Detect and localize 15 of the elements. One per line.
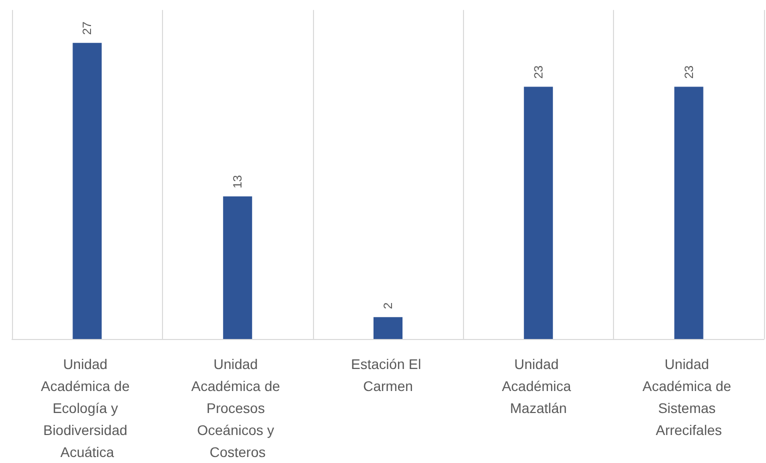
data-label: 27 [80,21,94,35]
bar [674,86,704,339]
x-tick-label: Unidad Académica de Ecología y Biodiversidad Acuática [40,356,134,460]
data-label: 2 [381,302,395,310]
x-tick-label: Unidad Académica de Procesos Oceánicos y Costeros [191,356,284,460]
x-tick-label: Unidad Académica de Sistemas Arrecifales [642,356,736,438]
data-label: 23 [531,65,546,79]
data-label: 23 [682,65,696,79]
data-label: 13 [230,174,245,188]
bar [72,42,102,339]
x-tick-label: Unidad Académica Mazatlán [502,356,575,416]
bar [374,317,402,339]
bar [223,196,252,339]
bar [524,86,553,339]
x-tick-label: Estación El Carmen [351,356,425,394]
